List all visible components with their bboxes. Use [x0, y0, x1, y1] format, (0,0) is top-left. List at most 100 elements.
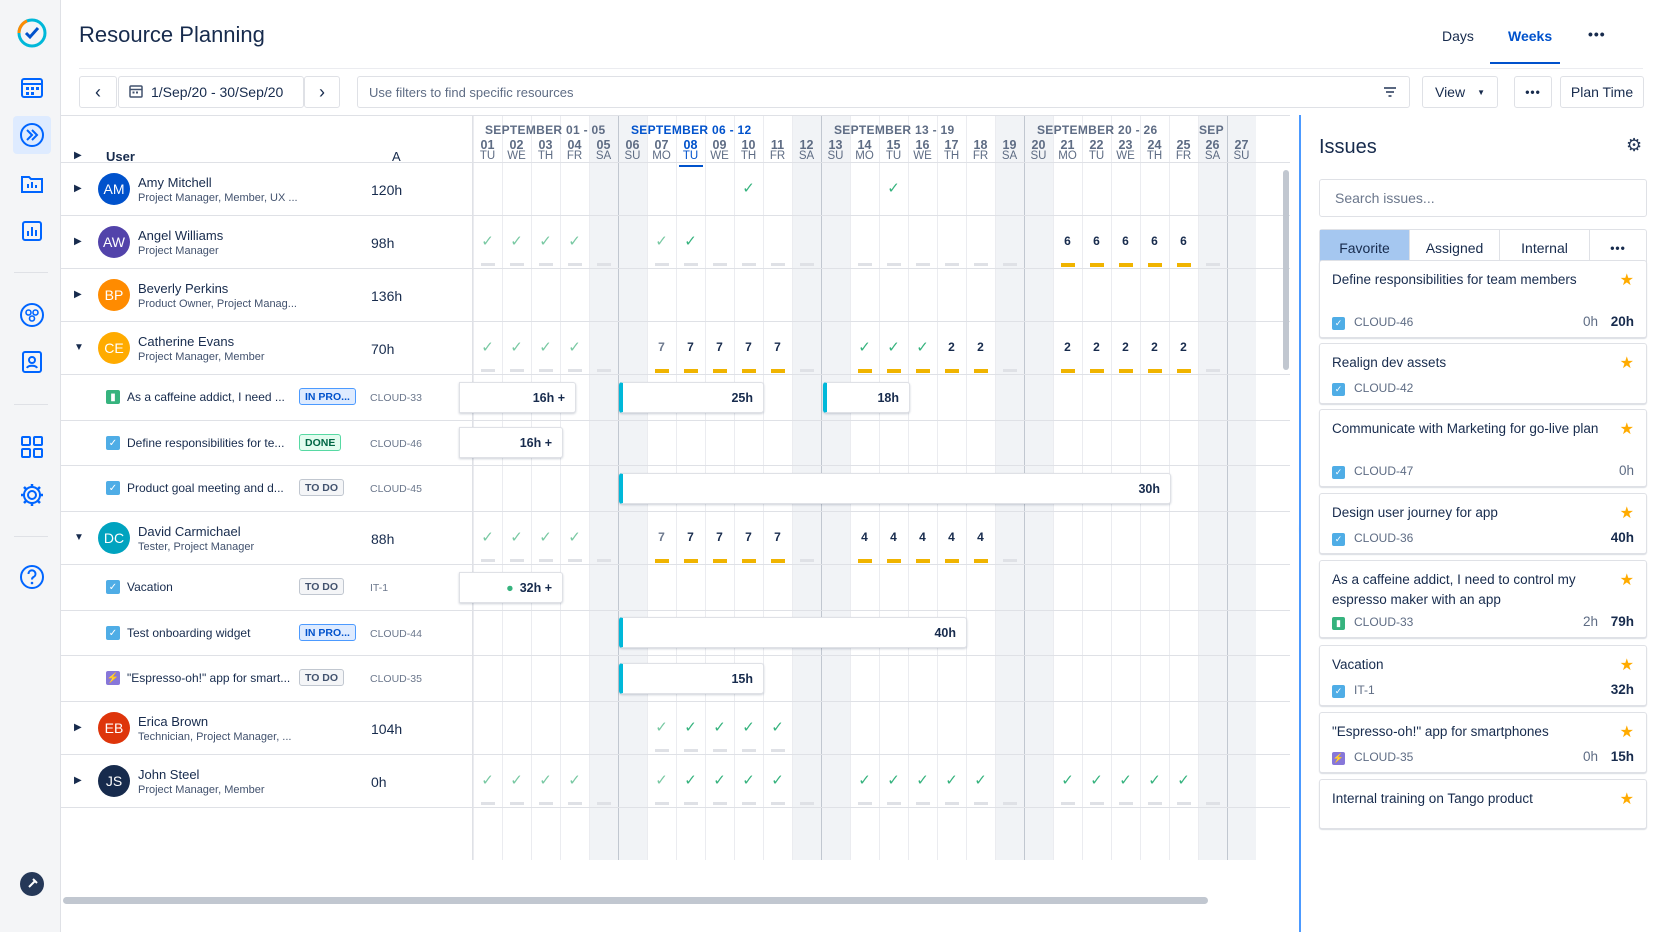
star-icon[interactable]: ★	[1619, 657, 1634, 674]
issue-card[interactable]: As a caffeine addict, I need to control …	[1319, 560, 1647, 638]
planned-time-bar[interactable]: ● 32h +	[459, 572, 563, 603]
caret-down-icon[interactable]: ▼	[74, 532, 84, 543]
star-icon[interactable]: ★	[1619, 791, 1634, 808]
prev-period-button[interactable]: ‹	[79, 76, 117, 108]
issue-name[interactable]: Test onboarding widget	[127, 626, 251, 640]
user-name[interactable]: Amy Mitchell	[138, 175, 212, 190]
toolbar-more-button[interactable]: •••	[1514, 76, 1552, 108]
planned-time-bar[interactable]: 40h	[619, 617, 967, 648]
planned-time-bar[interactable]: 16h +	[459, 427, 563, 458]
user-name[interactable]: Catherine Evans	[138, 334, 235, 349]
search-issues-input[interactable]: Search issues...	[1319, 179, 1647, 217]
issues-more-button[interactable]: •••	[1610, 241, 1626, 255]
caret-right-icon[interactable]: ▶	[74, 183, 82, 194]
issue-name[interactable]: Define responsibilities for te...	[127, 436, 285, 450]
gear-icon[interactable]: ⚙	[1626, 135, 1643, 155]
issue-card[interactable]: Design user journey for app ★ ✓ CLOUD-36 4…	[1319, 493, 1647, 554]
planned-hours: 4	[890, 530, 897, 544]
filter-icon[interactable]	[1383, 86, 1397, 101]
planned-time-bar[interactable]: 30h	[619, 473, 1171, 504]
star-icon[interactable]: ★	[1619, 505, 1634, 522]
user-name[interactable]: David Carmichael	[138, 524, 241, 539]
available-check-icon: ✓	[510, 772, 523, 789]
double-chevron-icon[interactable]	[13, 116, 51, 154]
planned-time-bar[interactable]: 15h	[619, 663, 764, 694]
checkbox-icon: ✓	[1332, 685, 1345, 698]
tab-internal[interactable]: Internal	[1500, 230, 1590, 266]
available-check-icon: ✓	[916, 339, 929, 356]
user-name[interactable]: John Steel	[138, 767, 200, 782]
capacity-bar	[945, 263, 959, 266]
day-number: 01	[480, 138, 495, 152]
time-estimate: 79h	[1610, 614, 1634, 629]
tango-check-logo-icon[interactable]	[13, 14, 51, 52]
header-more-button[interactable]: •••	[1588, 26, 1606, 42]
resource-grid: ▶ User A 01 TU 02 WE 03 TH 04 FR 05 SA 0…	[61, 115, 1290, 860]
contact-card-icon[interactable]	[13, 343, 51, 381]
day-number: 23	[1118, 138, 1133, 152]
next-period-button[interactable]: ›	[304, 76, 340, 108]
caret-right-icon[interactable]: ▶	[74, 236, 82, 247]
apps-grid-icon[interactable]	[13, 428, 51, 466]
caret-down-icon[interactable]: ▼	[74, 342, 84, 353]
grid-horizontal-scrollbar[interactable]	[63, 897, 1208, 904]
gear-icon[interactable]	[13, 476, 51, 514]
tab-assigned[interactable]: Assigned	[1410, 230, 1500, 266]
issue-name[interactable]: Product goal meeting and d...	[127, 481, 284, 495]
grid-vertical-scrollbar[interactable]	[1283, 170, 1289, 370]
bar-chart-icon[interactable]	[13, 212, 51, 250]
user-column-header: User	[106, 149, 135, 164]
available-check-icon: ✓	[684, 772, 697, 789]
caret-right-icon[interactable]: ▶	[74, 775, 82, 786]
available-check-icon: ✓	[887, 180, 900, 197]
planned-time-label: 16h +	[519, 435, 552, 450]
user-name[interactable]: Beverly Perkins	[138, 281, 229, 296]
calendar-icon[interactable]	[13, 68, 51, 106]
issue-card[interactable]: "Espresso-oh!" app for smartphones ★ ⚡ CL…	[1319, 712, 1647, 773]
planned-time-bar[interactable]: 18h	[823, 382, 910, 413]
issue-name[interactable]: As a caffeine addict, I need ...	[127, 390, 285, 404]
star-icon[interactable]: ★	[1619, 724, 1634, 741]
day-name: TH	[537, 150, 554, 162]
issue-card[interactable]: Communicate with Marketing for go-live p…	[1319, 409, 1647, 487]
issue-card[interactable]: Define responsibilities for team members…	[1319, 260, 1647, 338]
issue-name[interactable]: "Espresso-oh!" app for smart...	[127, 671, 291, 685]
team-icon[interactable]	[13, 296, 51, 334]
planned-time-bar[interactable]: 25h	[619, 382, 764, 413]
capacity-bar	[945, 802, 959, 805]
capacity-bar-booked	[974, 369, 988, 373]
checkbox-icon: ✓	[106, 626, 120, 640]
issue-card[interactable]: Realign dev assets ★ ✓ CLOUD-42	[1319, 343, 1647, 404]
date-range-picker[interactable]: 1/Sep/20 - 30/Sep/20	[118, 76, 304, 108]
folder-chart-icon[interactable]	[13, 164, 51, 202]
caret-right-icon[interactable]: ▶	[74, 722, 82, 733]
capacity-bar-booked	[771, 559, 785, 563]
day-name: TH	[740, 150, 757, 162]
issue-name[interactable]: Vacation	[127, 580, 173, 594]
pin-icon[interactable]	[13, 865, 51, 903]
row-divider	[61, 465, 1290, 466]
star-icon[interactable]: ★	[1619, 421, 1634, 438]
star-icon[interactable]: ★	[1619, 272, 1634, 289]
issue-key: CLOUD-44	[370, 628, 422, 640]
expand-all-caret-icon[interactable]: ▶	[74, 150, 82, 161]
view-dropdown[interactable]: View ▼	[1422, 76, 1498, 108]
help-icon[interactable]	[13, 558, 51, 596]
date-range-label: 1/Sep/20 - 30/Sep/20	[151, 84, 284, 100]
resource-filter-input[interactable]: Use filters to find specific resources	[357, 76, 1410, 108]
tab-weeks[interactable]: Weeks	[1508, 28, 1553, 44]
caret-right-icon[interactable]: ▶	[74, 289, 82, 300]
issue-card[interactable]: Vacation ★ ✓ IT-1 32h	[1319, 645, 1647, 706]
capacity-bar	[597, 369, 611, 372]
star-icon[interactable]: ★	[1619, 572, 1634, 589]
week-header: SEPTEMBER 01 - 05	[485, 123, 606, 137]
day-name: WE	[1116, 150, 1135, 162]
issue-card[interactable]: Internal training on Tango product ★	[1319, 779, 1647, 829]
planned-time-bar[interactable]: 16h +	[459, 382, 576, 413]
star-icon[interactable]: ★	[1619, 355, 1634, 372]
user-name[interactable]: Angel Williams	[138, 228, 224, 243]
tab-days[interactable]: Days	[1442, 28, 1474, 44]
plan-time-button[interactable]: Plan Time	[1560, 76, 1644, 108]
avatar: EB	[98, 712, 130, 744]
user-name[interactable]: Erica Brown	[138, 714, 209, 729]
